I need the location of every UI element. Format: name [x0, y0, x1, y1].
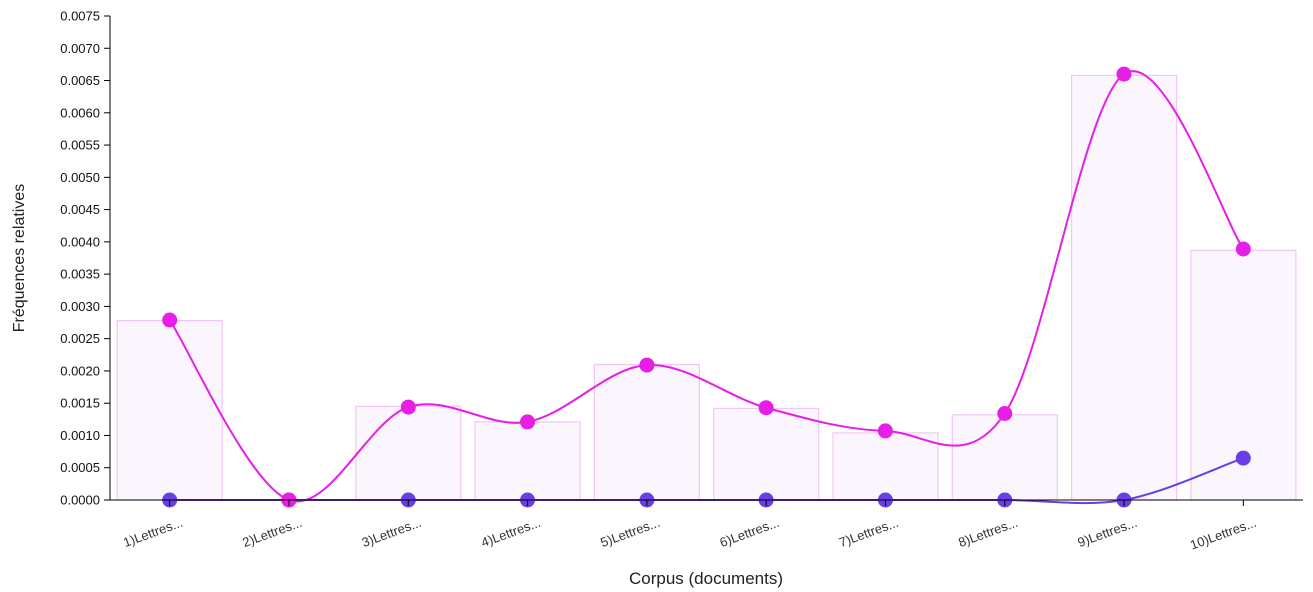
- x-axis-title: Corpus (documents): [629, 569, 783, 588]
- x-tick-label: 6)Lettres...: [718, 515, 782, 550]
- x-tick-label: 5)Lettres...: [598, 515, 662, 550]
- series-1-point-5[interactable]: [639, 357, 655, 373]
- y-tick-label: 0.0035: [60, 267, 100, 282]
- series-1-line: [168, 70, 1245, 503]
- x-tick-label: 1)Lettres...: [121, 515, 185, 550]
- y-tick-label: 0.0065: [60, 73, 100, 88]
- series-1-point-7[interactable]: [877, 423, 893, 439]
- y-tick-label: 0.0030: [60, 299, 100, 314]
- bar-8: [951, 414, 1058, 501]
- series-1-point-1[interactable]: [162, 312, 178, 328]
- y-tick-label: 0.0005: [60, 460, 100, 475]
- x-tick-label: 7)Lettres...: [837, 515, 901, 550]
- y-tick-label: 0.0075: [60, 9, 100, 24]
- bars-layer: [116, 74, 1297, 501]
- bar-7: [832, 432, 939, 501]
- bar-5: [593, 363, 701, 501]
- y-tick-label: 0.0045: [60, 202, 100, 217]
- bar-1: [116, 320, 223, 501]
- y-tick-label: 0.0000: [60, 493, 100, 508]
- x-axis: 1)Lettres... 2)Lettres... 3)Lettres... 4)Le…: [110, 499, 1303, 553]
- bar-9: [1070, 74, 1178, 501]
- y-tick-label: 0.0070: [60, 41, 100, 56]
- bar-3: [355, 405, 462, 501]
- x-tick-label: 8)Lettres...: [956, 515, 1020, 550]
- points-layer: [162, 66, 1251, 508]
- series-1-point-6[interactable]: [758, 400, 774, 416]
- series-1-point-4[interactable]: [520, 414, 535, 430]
- y-tick-label: 0.0055: [60, 138, 100, 153]
- x-tick-label: 2)Lettres...: [240, 515, 304, 550]
- y-axis: 0.0000 0.0005 0.0010 0.0015 0.0020 0.0025 0.00…: [60, 9, 111, 508]
- series-2-point-10[interactable]: [1235, 450, 1251, 466]
- bar-4: [474, 421, 581, 501]
- y-tick-label: 0.0025: [60, 331, 100, 346]
- bar-6: [713, 407, 820, 501]
- series-1-point-3[interactable]: [400, 399, 416, 415]
- series-1-point-10[interactable]: [1235, 241, 1251, 257]
- y-tick-label: 0.0010: [60, 428, 100, 443]
- x-tick-label: 3)Lettres...: [360, 515, 424, 550]
- y-tick-label: 0.0040: [60, 234, 100, 249]
- y-tick-label: 0.0060: [60, 105, 100, 120]
- x-tick-label: 10)Lettres...: [1188, 515, 1258, 553]
- x-tick-label: 9)Lettres...: [1076, 515, 1140, 550]
- y-axis-title: Fréquences relatives: [11, 184, 28, 333]
- y-tick-label: 0.0015: [60, 396, 100, 411]
- x-tick-label: 4)Lettres...: [479, 515, 543, 550]
- series-1-point-9[interactable]: [1116, 66, 1132, 82]
- y-tick-label: 0.0050: [60, 170, 100, 185]
- series-1-point-8[interactable]: [997, 406, 1013, 421]
- y-tick-label: 0.0020: [60, 363, 100, 378]
